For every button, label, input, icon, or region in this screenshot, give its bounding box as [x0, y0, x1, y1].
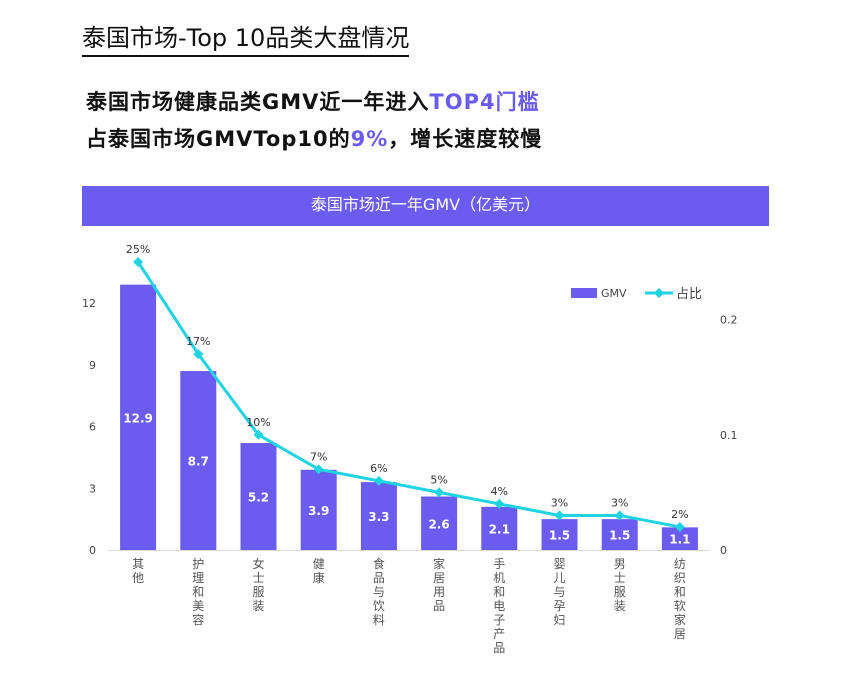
- line-data-label: 10%: [246, 416, 270, 429]
- bar-data-label: 1.5: [549, 529, 570, 543]
- bar-data-label: 2.6: [428, 517, 449, 531]
- bar-data-label: 3.3: [368, 510, 389, 524]
- line-point: [313, 464, 324, 475]
- x-axis-label: 纺织和软家居: [674, 557, 686, 641]
- headline-text: 占泰国市场GMVTop10的: [86, 127, 351, 151]
- bar: [541, 519, 578, 550]
- left-axis-tick: 3: [89, 482, 96, 495]
- line-data-label: 5%: [430, 473, 447, 486]
- x-axis-label: 手机和电子产品: [493, 557, 505, 655]
- bar: [661, 527, 698, 550]
- bar: [120, 284, 157, 550]
- line-data-label: 25%: [126, 243, 150, 256]
- x-axis-label: 食品与饮料: [373, 556, 385, 627]
- headline-text: 泰国市场健康品类GMV近一年进入: [86, 90, 430, 114]
- line-data-label: 7%: [310, 450, 327, 463]
- x-axis-label: 男士服装: [614, 557, 626, 613]
- bar: [421, 496, 458, 550]
- page-title: 泰国市场-Top 10品类大盘情况: [82, 18, 410, 57]
- x-axis-label: 家居用品: [433, 556, 445, 613]
- legend-share-marker: [654, 288, 664, 298]
- headline-line-1: 泰国市场健康品类GMV近一年进入TOP4门槛: [86, 86, 540, 116]
- line-data-label: 6%: [370, 462, 387, 475]
- line-point: [253, 429, 264, 440]
- x-axis-label: 女士服装: [252, 556, 264, 613]
- legend-gmv-label: GMV: [601, 287, 627, 300]
- line-point: [674, 521, 685, 532]
- line-data-label: 17%: [186, 335, 210, 348]
- right-axis-tick: 0.1: [720, 429, 738, 442]
- bar: [300, 469, 337, 550]
- headline-text: ，增长速度较慢: [388, 127, 543, 151]
- line-data-label: 4%: [491, 485, 508, 498]
- bar-data-label: 8.7: [188, 455, 209, 469]
- right-axis-tick: 0.2: [720, 314, 738, 327]
- headline-line-2: 占泰国市场GMVTop10的9%，增长速度较慢: [86, 123, 542, 153]
- bar: [481, 506, 518, 550]
- x-axis-label: 婴儿与孕妇: [553, 557, 565, 627]
- bar: [240, 443, 277, 550]
- x-axis-label: 健康: [313, 557, 325, 585]
- left-axis-tick: 9: [89, 359, 96, 372]
- x-axis-label: 护理和美容: [192, 557, 204, 627]
- share-line: [136, 261, 681, 529]
- left-axis-tick: 0: [89, 544, 96, 557]
- bar-data-label: 5.2: [248, 491, 269, 505]
- line-point: [614, 510, 625, 521]
- line-data-label: 3%: [611, 496, 628, 509]
- line-point: [133, 257, 144, 267]
- bar: [360, 482, 397, 550]
- line-point: [373, 475, 384, 486]
- line-point: [434, 487, 445, 498]
- bar-data-label: 3.9: [308, 504, 329, 518]
- bar-data-label: 12.9: [123, 411, 153, 425]
- legend-gmv-swatch: [571, 288, 597, 298]
- line-data-label: 2%: [671, 508, 688, 521]
- line-point: [554, 510, 565, 521]
- x-axis-label: 其他: [132, 557, 144, 585]
- left-axis-tick: 6: [89, 421, 96, 434]
- line-point: [494, 498, 505, 509]
- bar-data-label: 1.1: [669, 533, 690, 547]
- bar-data-label: 1.5: [609, 529, 630, 543]
- left-axis-tick: 12: [82, 297, 96, 310]
- right-axis-tick: 0: [720, 544, 727, 557]
- line-point: [193, 349, 204, 360]
- legend-share-label: 占比: [676, 287, 702, 302]
- line-data-label: 3%: [551, 496, 568, 509]
- chart-title: 泰国市场近一年GMV（亿美元）: [82, 186, 769, 226]
- bar: [180, 371, 217, 550]
- headline-highlight: TOP4门槛: [429, 90, 540, 114]
- bar-data-label: 2.1: [489, 522, 510, 536]
- headline-highlight: 9%: [350, 127, 389, 151]
- bar: [601, 519, 638, 550]
